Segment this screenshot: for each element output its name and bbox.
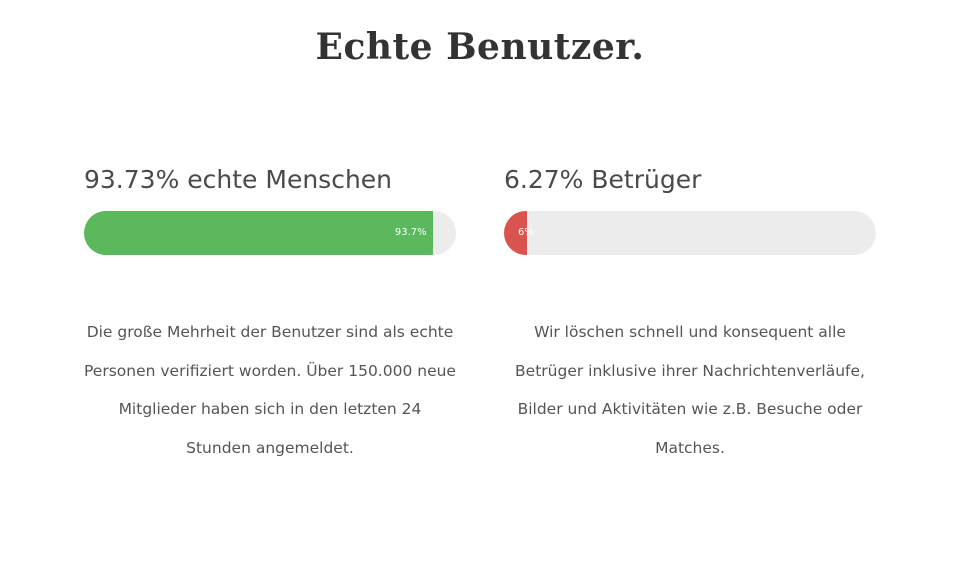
- real-users-progress-fill: 93.7%: [84, 211, 433, 255]
- real-users-progress-track: 93.7%: [84, 211, 456, 255]
- real-users-progress-label: 93.7%: [394, 227, 427, 238]
- page-title: Echte Benutzer.: [315, 26, 645, 68]
- scammers-stat: 6.27% Betrüger 6% Wir löschen schnell un…: [504, 160, 876, 467]
- scammers-description: Wir löschen schnell und konsequent alle …: [515, 323, 865, 457]
- scammers-progress-label: 6%: [518, 227, 534, 238]
- scammers-progress-fill: 6%: [504, 211, 534, 255]
- scammers-heading: 6.27% Betrüger: [504, 165, 702, 194]
- real-users-description: Die große Mehrheit der Benutzer sind als…: [84, 323, 456, 457]
- real-users-heading: 93.73% echte Menschen: [84, 165, 393, 194]
- scammers-progress-track: 6%: [504, 211, 876, 255]
- real-users-stat: 93.73% echte Menschen 93.7% Die große Me…: [84, 160, 456, 467]
